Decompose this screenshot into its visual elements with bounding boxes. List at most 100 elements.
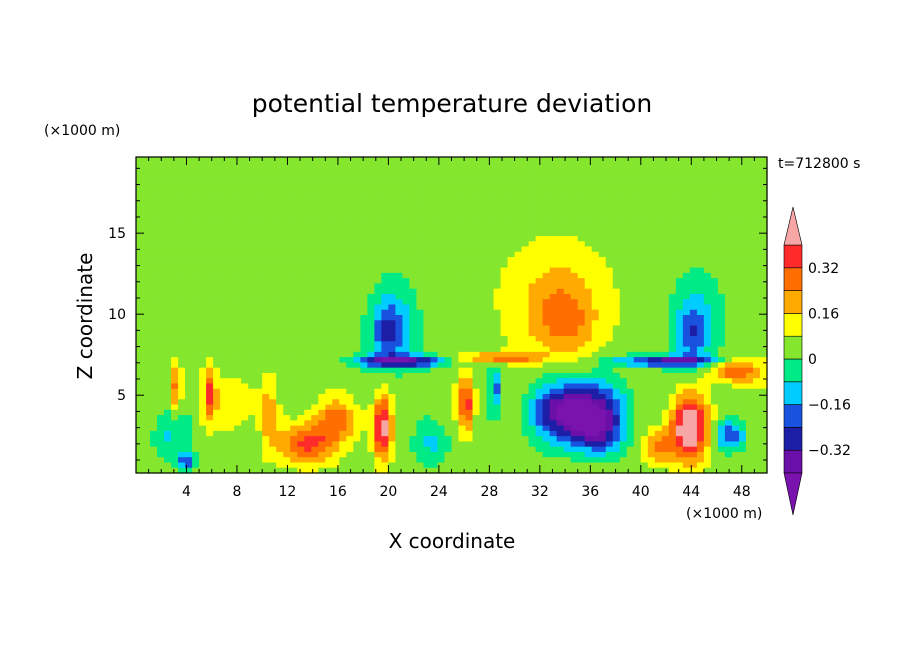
contour-cell	[269, 167, 277, 174]
contour-cell	[269, 357, 277, 363]
contour-cell	[549, 309, 558, 316]
contour-cell	[605, 372, 614, 379]
contour-cell	[290, 351, 298, 358]
contour-cell	[297, 214, 305, 221]
contour-cell	[493, 357, 502, 363]
contour-cell	[696, 367, 705, 374]
contour-cell	[682, 341, 691, 348]
contour-cell	[304, 330, 312, 337]
contour-cell	[528, 341, 537, 348]
contour-cell	[605, 351, 614, 358]
contour-cell	[402, 209, 411, 216]
contour-cell	[304, 272, 312, 279]
contour-cell	[598, 262, 607, 269]
contour-cell	[703, 251, 712, 258]
contour-cell	[199, 172, 207, 179]
contour-cell	[640, 209, 649, 216]
contour-cell	[675, 157, 684, 163]
contour-cell	[619, 362, 628, 369]
contour-cell	[612, 346, 621, 353]
contour-cell	[451, 304, 460, 311]
contour-cell	[675, 378, 684, 385]
contour-cell	[479, 304, 488, 311]
contour-cell	[654, 162, 663, 169]
contour-cell	[178, 351, 186, 358]
contour-cell	[185, 246, 193, 253]
contour-cell	[339, 299, 347, 306]
contour-cell	[402, 262, 411, 269]
contour-cell	[276, 404, 284, 411]
contour-cell	[227, 367, 235, 374]
contour-cell	[444, 383, 453, 390]
contour-cell	[668, 325, 677, 332]
contour-cell	[367, 315, 375, 321]
contour-cell	[563, 467, 572, 474]
contour-cell	[675, 351, 684, 358]
contour-cell	[150, 272, 158, 279]
contour-cell	[528, 293, 537, 300]
contour-cell	[528, 199, 537, 205]
contour-cell	[332, 204, 340, 211]
contour-cell	[402, 225, 411, 232]
contour-cell	[262, 236, 270, 242]
contour-cell	[248, 236, 256, 242]
contour-cell	[640, 288, 649, 295]
contour-cell	[717, 214, 726, 221]
contour-cell	[612, 162, 621, 169]
contour-cell	[591, 204, 600, 211]
contour-cell	[206, 457, 214, 464]
contour-cell	[682, 430, 691, 437]
contour-cell	[500, 357, 509, 363]
contour-cell	[640, 304, 649, 311]
contour-cell	[220, 204, 228, 211]
contour-cell	[178, 372, 186, 379]
contour-cell	[591, 262, 600, 269]
contour-cell	[423, 388, 432, 395]
contour-cell	[626, 241, 635, 248]
contour-cell	[528, 178, 537, 184]
contour-cell	[339, 467, 347, 474]
contour-cell	[668, 209, 677, 216]
contour-cell	[276, 462, 284, 469]
contour-cell	[430, 199, 439, 205]
contour-cell	[402, 372, 411, 379]
contour-cell	[528, 315, 537, 321]
contour-cell	[479, 346, 488, 353]
contour-cell	[577, 272, 586, 279]
contour-cell	[311, 315, 319, 321]
contour-cell	[633, 299, 642, 306]
contour-cell	[248, 415, 256, 421]
contour-cell	[416, 162, 425, 169]
contour-cell	[633, 372, 642, 379]
contour-cell	[262, 399, 270, 406]
contour-cell	[248, 272, 256, 279]
contour-cell	[661, 315, 670, 321]
contour-cell	[493, 415, 502, 421]
contour-cell	[269, 283, 277, 290]
contour-cell	[472, 209, 481, 216]
contour-cell	[577, 236, 586, 242]
contour-cell	[444, 230, 453, 237]
contour-cell	[325, 436, 333, 442]
contour-cell	[311, 378, 319, 385]
contour-cell	[465, 209, 474, 216]
contour-cell	[605, 425, 614, 432]
contour-cell	[689, 246, 698, 253]
contour-cell	[199, 241, 207, 248]
contour-cell	[185, 378, 193, 385]
contour-cell	[136, 288, 144, 295]
contour-cell	[451, 183, 460, 190]
contour-cell	[304, 446, 312, 453]
contour-cell	[297, 346, 305, 353]
contour-cell	[640, 357, 649, 363]
contour-cell	[150, 436, 158, 442]
contour-cell	[262, 246, 270, 253]
contour-cell	[360, 225, 368, 232]
contour-cell	[479, 388, 488, 395]
contour-cell	[213, 320, 221, 327]
contour-cell	[584, 214, 593, 221]
contour-cell	[171, 351, 179, 358]
contour-cell	[493, 325, 502, 332]
contour-cell	[402, 293, 411, 300]
contour-cell	[255, 225, 263, 232]
